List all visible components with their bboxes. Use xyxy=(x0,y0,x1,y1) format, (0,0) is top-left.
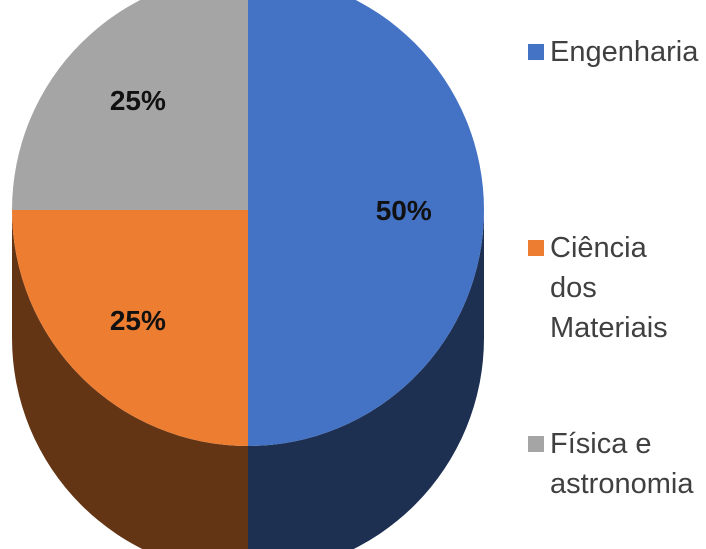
legend-label-ciencia-dos-materiais: Ciência dos Materiais xyxy=(550,232,668,344)
pie-slice-engenharia xyxy=(248,0,484,446)
legend: Engenharia Ciência dos Materiais Física … xyxy=(528,0,706,549)
pie-chart: 50% 25% 25% xyxy=(12,0,484,549)
pie-sides xyxy=(12,210,484,549)
data-label-fisica-e-astronomia: 25% xyxy=(110,85,166,116)
legend-label-fisica-e-astronomia: Física e astronomia xyxy=(550,428,694,500)
data-label-engenharia: 50% xyxy=(376,195,432,226)
legend-label-engenharia: Engenharia xyxy=(550,36,699,68)
legend-item-fisica-e-astronomia: Física e astronomia xyxy=(528,424,700,504)
data-label-ciencia-dos-materiais: 25% xyxy=(110,305,166,336)
legend-swatch-ciencia-dos-materiais xyxy=(528,240,544,256)
legend-item-ciencia-dos-materiais: Ciência dos Materiais xyxy=(528,228,700,348)
pie-slice-fisica-e-astronomia xyxy=(12,0,248,210)
legend-swatch-engenharia xyxy=(528,44,544,60)
legend-swatch-fisica-e-astronomia xyxy=(528,436,544,452)
pie-side-engenharia xyxy=(248,210,484,549)
legend-item-engenharia: Engenharia xyxy=(528,32,700,72)
pie-labels: 50% 25% 25% xyxy=(110,85,432,336)
pie-side-ciencia-dos-materiais xyxy=(12,210,248,549)
pie-slice-ciencia-dos-materiais xyxy=(12,210,248,446)
pie-tops xyxy=(12,0,484,446)
